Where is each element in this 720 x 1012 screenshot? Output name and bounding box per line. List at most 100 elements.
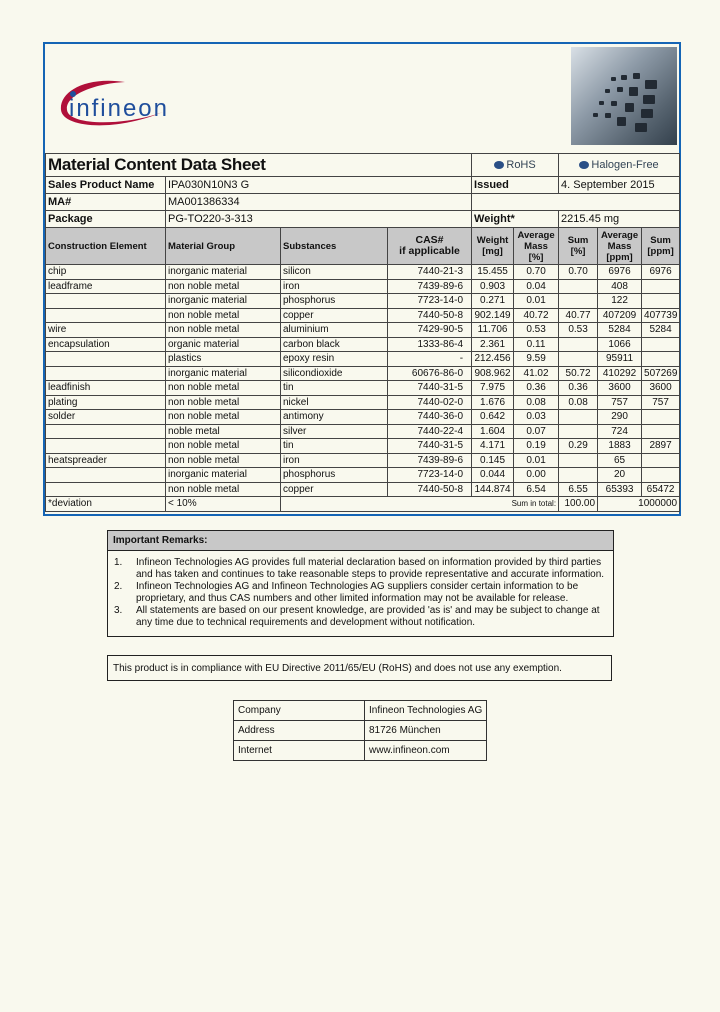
table-row: leadframe non noble metal iron 7439-89-6 0.9… [45, 278, 681, 294]
table-cell: inorganic material [165, 293, 281, 309]
table-cell [641, 293, 681, 309]
table-cell [641, 278, 681, 294]
table-cell: 407209 [597, 307, 643, 323]
table-cell [558, 423, 599, 439]
table-cell: 507269 [641, 365, 681, 381]
remark-number: 1. [114, 557, 123, 568]
remark-item: 1. Infineon Technologies AG provides full… [114, 557, 607, 581]
table-cell: 7439-89-6 [386, 452, 473, 468]
table-cell: 0.03 [513, 409, 560, 425]
column-header: Average Mass [%] [513, 227, 560, 265]
table-cell: phosphorus [280, 293, 388, 309]
remarks-title: Important Remarks: [108, 531, 613, 551]
table-footer: *deviation < 10% Sum in total: 100.00 10… [45, 496, 681, 512]
table-row: non noble metal copper 7440-50-8 144.874 6.5… [45, 481, 681, 497]
column-header: Weight [mg] [471, 227, 515, 265]
table-cell: 0.01 [513, 452, 560, 468]
product-photo [571, 47, 677, 145]
table-cell: non noble metal [165, 380, 281, 396]
table-cell: leadfinish [45, 380, 166, 396]
table-cell [641, 452, 681, 468]
table-row: solder non noble metal antimony 7440-36-0 0.… [45, 409, 681, 425]
column-header: Material Group [165, 227, 281, 265]
table-cell: 407739 [641, 307, 681, 323]
table-cell: solder [45, 409, 166, 425]
company-value: www.infineon.com [364, 740, 487, 761]
table-cell: 7440-02-0 [386, 394, 473, 410]
table-cell: 9.59 [513, 351, 560, 367]
table-cell [45, 438, 166, 454]
table-row: heatspreader non noble metal iron 7439-89-6… [45, 452, 681, 468]
table-cell: 6.54 [513, 481, 560, 497]
table-cell: 65472 [641, 481, 681, 497]
table-cell [558, 467, 599, 483]
table-cell [641, 351, 681, 367]
table-cell: 2897 [641, 438, 681, 454]
table-row: noble metal silver 7440-22-4 1.604 0.07 724 [45, 423, 681, 439]
table-cell: - [386, 351, 473, 367]
table-cell: 0.07 [513, 423, 560, 439]
table-cell: 7440-50-8 [386, 307, 473, 323]
table-cell: 6976 [597, 264, 643, 280]
table-cell: 2.361 [471, 336, 515, 352]
table-cell [641, 409, 681, 425]
table-cell: 757 [597, 394, 643, 410]
table-cell: 40.72 [513, 307, 560, 323]
table-cell: 65393 [597, 481, 643, 497]
table-cell: 0.08 [513, 394, 560, 410]
halogen-free-icon [579, 161, 590, 170]
table-cell: silicondioxide [280, 365, 388, 381]
table-cell: 3600 [641, 380, 681, 396]
table-cell: 6976 [641, 264, 681, 280]
table-cell: 50.72 [558, 365, 599, 381]
table-cell: 5284 [641, 322, 681, 338]
table-cell: carbon black [280, 336, 388, 352]
data-sheet: infineon Material Content Data Sheet RoH… [43, 42, 681, 516]
table-cell: chip [45, 264, 166, 280]
table-cell: 0.00 [513, 467, 560, 483]
table-cell: heatspreader [45, 452, 166, 468]
table-cell: 7440-21-3 [386, 264, 473, 280]
rohs-badge: RoHS [471, 153, 560, 177]
table-cell: 212.456 [471, 351, 515, 367]
table-cell: 0.53 [513, 322, 560, 338]
remarks-list: 1. Infineon Technologies AG provides full… [108, 557, 613, 629]
table-cell [558, 452, 599, 468]
table-cell: silicon [280, 264, 388, 280]
table-cell: organic material [165, 336, 281, 352]
table-cell: 0.11 [513, 336, 560, 352]
table-row: plating non noble metal nickel 7440-02-0 1.6… [45, 394, 681, 410]
table-cell: 0.08 [558, 394, 599, 410]
empty-cell [471, 193, 681, 211]
table-cell: 410292 [597, 365, 643, 381]
table-row: wire non noble metal aluminium 7429-90-5 11.… [45, 322, 681, 338]
table-cell: 0.145 [471, 452, 515, 468]
table-cell [558, 409, 599, 425]
weight-label: Weight* [471, 210, 560, 228]
table-cell: encapsulation [45, 336, 166, 352]
company-row: Internet www.infineon.com [233, 740, 487, 761]
table-cell [641, 467, 681, 483]
table-cell: epoxy resin [280, 351, 388, 367]
table-cell: 0.29 [558, 438, 599, 454]
table-cell: 15.455 [471, 264, 515, 280]
table-cell: 0.01 [513, 293, 560, 309]
table-cell: 7723-14-0 [386, 293, 473, 309]
table-cell: 0.271 [471, 293, 515, 309]
table-cell: 408 [597, 278, 643, 294]
table-cell [45, 467, 166, 483]
company-label: Internet [233, 740, 365, 761]
table-cell: 1.676 [471, 394, 515, 410]
table-cell: iron [280, 278, 388, 294]
company-label: Address [233, 720, 365, 741]
important-remarks: Important Remarks: 1. Infineon Technologi… [107, 530, 614, 637]
deviation-value: < 10% [165, 496, 281, 512]
table-row: chip inorganic material silicon 7440-21-3 15… [45, 264, 681, 280]
table-row: inorganic material phosphorus 7723-14-0 0.2… [45, 293, 681, 309]
issued-date: 4. September 2015 [558, 176, 681, 194]
table-cell: non noble metal [165, 438, 281, 454]
info-table: Material Content Data Sheet RoHS Halogen… [44, 153, 681, 512]
table-cell: silver [280, 423, 388, 439]
table-cell [45, 365, 166, 381]
table-row: non noble metal copper 7440-50-8 902.149 40.… [45, 307, 681, 323]
